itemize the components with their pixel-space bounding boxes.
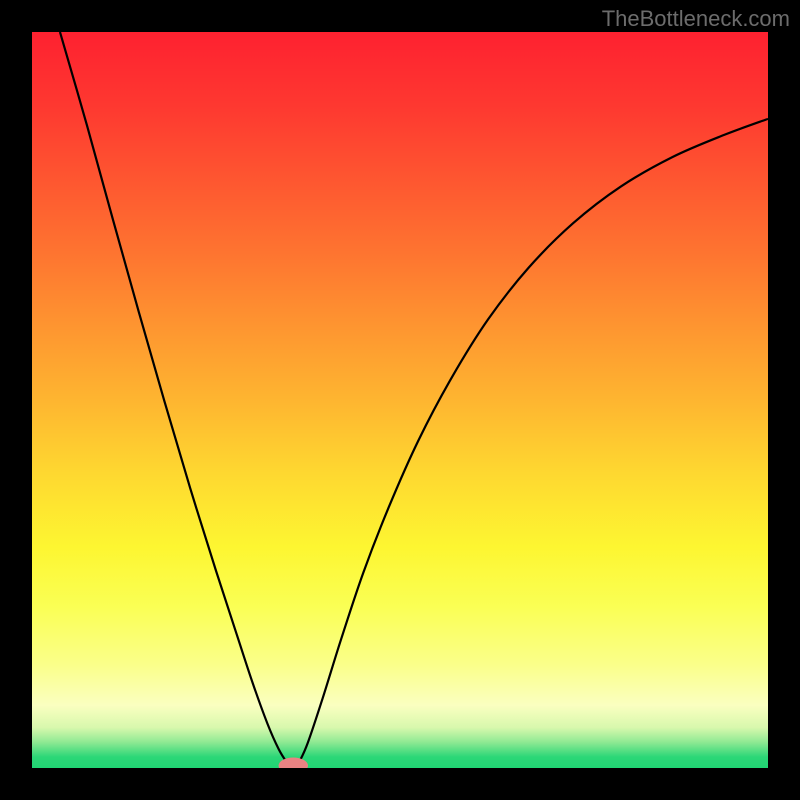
plot-background — [32, 32, 768, 768]
watermark-text: TheBottleneck.com — [602, 6, 790, 32]
chart-frame: TheBottleneck.com — [0, 0, 800, 800]
bottleneck-chart — [32, 32, 768, 768]
